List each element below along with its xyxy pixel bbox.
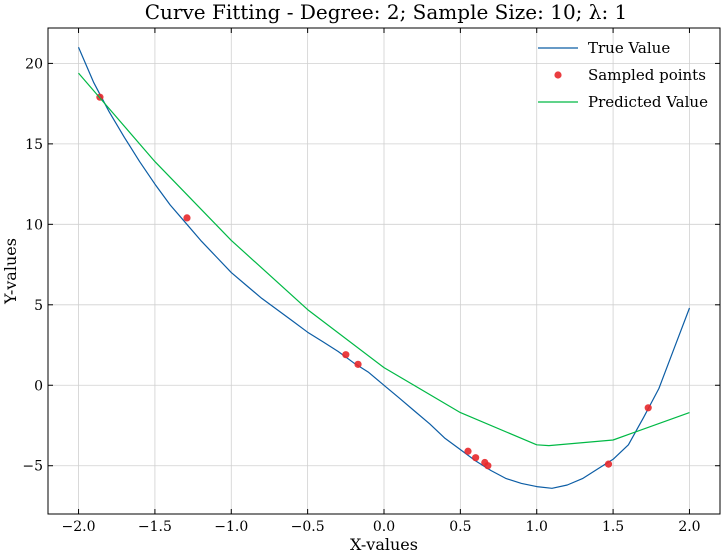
legend-label-predicted-value: Predicted Value [588, 93, 708, 111]
x-tick-label: −1.5 [138, 519, 172, 535]
y-tick-label: 5 [34, 298, 43, 314]
sampled-points-point [484, 462, 492, 470]
y-axis-label: Y-values [1, 238, 20, 305]
true-value-line [77, 47, 691, 489]
y-tick-label: 10 [25, 217, 43, 233]
x-tick-label: 0.0 [373, 519, 395, 535]
sampled-points-point [604, 460, 613, 468]
x-tick-label: 1.5 [602, 519, 624, 535]
x-tick-label: −1.0 [214, 519, 248, 535]
predicted-value-line [78, 72, 690, 447]
legend-label-true-value: True Value [588, 39, 670, 57]
legend: True Value Sampled points Predicted Value [538, 39, 708, 111]
y-tick-label: 20 [25, 56, 43, 72]
legend-swatch-sampled-points [554, 71, 562, 79]
legend-label-sampled-points: Sampled points [588, 66, 706, 84]
y-tick-label: −5 [22, 459, 43, 475]
sampled-points-point [644, 404, 652, 412]
x-axis-label: X-values [350, 535, 418, 554]
axis-ticks: −2.0 −1.5 −1.0 −0.5 0.0 0.5 1.0 1.5 2.0 −5 0 5 10 15 2… [22, 28, 720, 535]
sampled-points-point [342, 351, 350, 359]
plot-area [77, 47, 691, 489]
grid [48, 28, 720, 514]
x-tick-label: 1.0 [526, 519, 548, 535]
chart-title: Curve Fitting - Degree: 2; Sample Size: … [145, 0, 628, 24]
x-tick-label: 2.0 [678, 519, 700, 535]
sampled-points-point [354, 360, 362, 368]
x-tick-label: −2.0 [62, 519, 96, 535]
sampled-points-point [183, 214, 191, 222]
y-tick-label: 0 [34, 378, 43, 394]
sampled-points-point [464, 447, 472, 455]
sampled-points-point [472, 454, 480, 462]
y-tick-label: 15 [25, 137, 43, 153]
x-tick-label: −0.5 [291, 519, 325, 535]
x-tick-label: 0.5 [449, 519, 471, 535]
